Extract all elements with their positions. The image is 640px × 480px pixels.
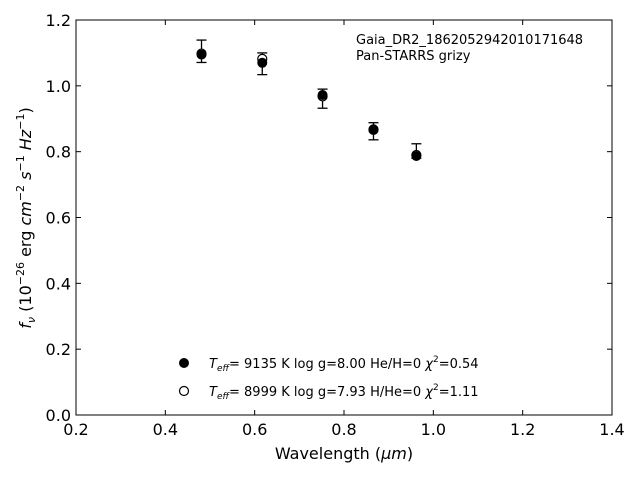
x-tick-label: 1.0 [421,420,446,439]
legend-entry-1: Teff= 9135 K log g=8.00 He/H=0 χ2=0.54 [209,355,479,374]
model-point-filled [368,124,379,135]
axis-ticks: 0.2 0.4 0.6 0.8 1.0 1.2 1.40.00.20.40.60.81.01… [46,11,625,439]
model-point-filled [411,150,422,161]
x-tick-label: 0.6 [242,420,267,439]
plot-frame [75,19,613,416]
x-tick-label: 0.4 [153,420,178,439]
y-tick-label: 0.6 [46,209,71,228]
legend: Teff= 9135 K log g=8.00 He/H=0 χ2=0.54 T… [178,355,479,402]
x-tick-label: 0.2 [63,420,88,439]
y-tick-label: 0.4 [46,274,71,293]
legend-entry-2: Teff= 8999 K log g=7.93 H/He=0 χ2=1.11 [209,383,479,402]
annotation-survey: Pan-STARRS grizy [356,49,471,64]
legend-marker-filled [179,358,189,368]
y-tick-label: 0.2 [46,340,71,359]
y-axis-label: fν (10−26 erg cm−2 s−1 Hz−1) [14,107,38,328]
model-point-filled [196,49,207,60]
y-tick-label: 0.8 [46,143,71,162]
y-tick-label: 1.2 [46,11,71,30]
model-point-filled [257,57,268,68]
x-tick-label: 1.4 [599,420,624,439]
x-tick-label: 0.8 [331,420,356,439]
legend-marker-open [178,385,190,397]
model-point-filled [317,90,328,101]
y-tick-label: 0.0 [46,406,71,425]
annotation-object-id: Gaia_DR2_1862052942010171648 [356,33,583,48]
x-axis-label: Wavelength (μm) [275,444,413,463]
y-tick-label: 1.0 [46,77,71,96]
x-tick-label: 1.2 [510,420,535,439]
data-points [196,48,422,161]
